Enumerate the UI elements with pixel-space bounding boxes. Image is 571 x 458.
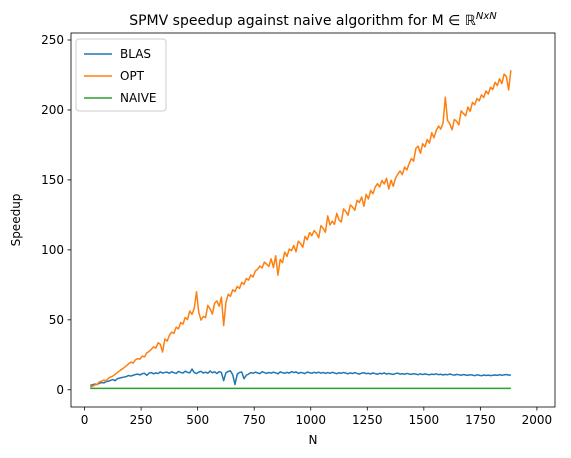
chart-title: SPMV speedup against naive algorithm for…	[129, 11, 497, 29]
series-line-opt	[89, 70, 512, 388]
y-tick-label: 250	[41, 33, 64, 47]
x-axis-label: N	[309, 433, 318, 447]
y-tick-label: 100	[41, 243, 64, 257]
y-axis-label: Speedup	[9, 194, 23, 247]
legend: BLAS OPT NAIVE	[75, 38, 167, 112]
axes: 0 250 500 750 1000 1250 1500 1750 2000 0 50 100 150 2…	[41, 32, 556, 427]
legend-label-blas: BLAS	[120, 47, 151, 61]
chart-title-group: SPMV speedup against naive algorithm for…	[129, 11, 497, 29]
x-tick-label: 0	[81, 413, 89, 427]
x-tick-label: 750	[243, 413, 266, 427]
x-tick-label: 250	[130, 413, 153, 427]
series-lines	[89, 70, 512, 390]
x-tick-label: 500	[186, 413, 209, 427]
x-tick-label: 1500	[409, 413, 440, 427]
legend-label-naive: NAIVE	[120, 91, 157, 105]
y-tick-label: 50	[49, 313, 64, 327]
x-tick-label: 1250	[352, 413, 383, 427]
legend-label-opt: OPT	[120, 69, 145, 83]
legend-box	[75, 38, 167, 112]
x-tick-label: 1750	[465, 413, 496, 427]
x-tick-label: 1000	[295, 413, 326, 427]
plot-area	[89, 70, 512, 390]
chart-title-main: SPMV speedup against naive algorithm for…	[129, 13, 477, 29]
y-tick-label: 200	[41, 103, 64, 117]
series-line-blas	[90, 368, 511, 387]
axes-frame	[70, 32, 556, 408]
y-tick-label: 150	[41, 173, 64, 187]
chart-title-superscript: NxN	[476, 11, 497, 22]
y-tick-label: 0	[56, 383, 64, 397]
x-tick-label: 2000	[522, 413, 553, 427]
